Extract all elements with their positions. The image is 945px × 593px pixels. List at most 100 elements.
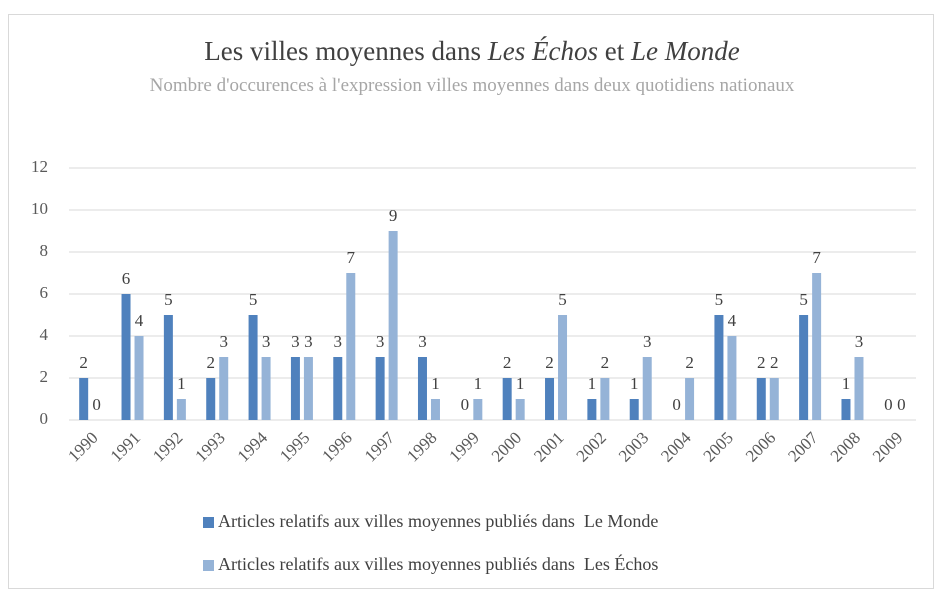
bar xyxy=(417,357,427,420)
legend-label: Articles relatifs aux villes moyennes pu… xyxy=(218,511,658,531)
data-label: 3 xyxy=(643,332,652,351)
data-label: 0 xyxy=(884,395,893,414)
bar xyxy=(799,315,809,420)
data-label: 0 xyxy=(897,395,906,414)
y-tick-label: 6 xyxy=(40,283,49,302)
legend-swatch xyxy=(203,517,214,528)
bar xyxy=(134,336,144,420)
x-tick-label: 2004 xyxy=(657,428,695,466)
data-label: 4 xyxy=(135,311,144,330)
bar xyxy=(854,357,864,420)
bar xyxy=(163,315,173,420)
x-tick-label: 1999 xyxy=(445,428,482,465)
title-part: Le Monde xyxy=(630,36,740,66)
bar xyxy=(515,399,525,420)
data-label: 2 xyxy=(770,353,779,372)
x-tick-label: 2006 xyxy=(742,428,779,465)
data-label: 5 xyxy=(558,290,567,309)
data-label: 0 xyxy=(92,395,101,414)
data-label: 1 xyxy=(177,374,186,393)
data-label: 3 xyxy=(219,332,228,351)
data-label: 1 xyxy=(588,374,597,393)
data-label: 3 xyxy=(855,332,864,351)
bar xyxy=(473,399,483,420)
data-label: 2 xyxy=(757,353,766,372)
x-tick-label: 1991 xyxy=(107,428,144,465)
y-tick-label: 4 xyxy=(40,325,49,344)
data-label: 3 xyxy=(418,332,427,351)
x-tick-label: 1996 xyxy=(318,428,355,465)
data-label: 1 xyxy=(516,374,525,393)
bar xyxy=(346,273,356,420)
data-label: 1 xyxy=(842,374,851,393)
data-label: 1 xyxy=(630,374,639,393)
data-label: 0 xyxy=(672,395,681,414)
bar xyxy=(333,357,343,420)
bar xyxy=(290,357,300,420)
y-tick-label: 12 xyxy=(31,157,48,176)
data-label: 5 xyxy=(164,290,173,309)
bar xyxy=(206,378,216,420)
data-label: 4 xyxy=(728,311,737,330)
data-label: 2 xyxy=(685,353,694,372)
data-label: 7 xyxy=(812,248,821,267)
x-tick-label: 1997 xyxy=(361,428,399,466)
bar xyxy=(248,315,258,420)
data-label: 3 xyxy=(376,332,385,351)
bar xyxy=(642,357,652,420)
data-label: 7 xyxy=(347,248,356,267)
title-part: Les villes moyennes dans xyxy=(204,36,488,66)
bar xyxy=(587,399,597,420)
y-tick-label: 10 xyxy=(31,199,48,218)
legend-swatch xyxy=(203,560,214,571)
bar xyxy=(558,315,568,420)
data-label: 3 xyxy=(304,332,313,351)
title-part: Les Échos xyxy=(487,36,598,66)
x-tick-label: 2005 xyxy=(700,428,737,465)
x-tick-label: 1993 xyxy=(191,428,228,465)
data-label: 6 xyxy=(122,269,131,288)
data-label: 5 xyxy=(249,290,258,309)
x-tick-label: 2007 xyxy=(784,428,822,466)
bar xyxy=(176,399,186,420)
bar xyxy=(121,294,131,420)
bar xyxy=(79,378,89,420)
bar xyxy=(714,315,724,420)
y-tick-label: 8 xyxy=(40,241,49,260)
x-tick-label: 1990 xyxy=(64,428,101,465)
chart-frame xyxy=(8,14,934,589)
x-tick-label: 2000 xyxy=(488,428,525,465)
data-label: 2 xyxy=(503,353,512,372)
legend-label: Articles relatifs aux villes moyennes pu… xyxy=(218,553,658,574)
data-label: 3 xyxy=(262,332,271,351)
data-label: 2 xyxy=(601,353,610,372)
data-label: 5 xyxy=(799,290,808,309)
data-label: 0 xyxy=(461,395,470,414)
y-tick-label: 0 xyxy=(40,409,49,428)
bar xyxy=(502,378,512,420)
data-label: 3 xyxy=(334,332,343,351)
x-tick-label: 1998 xyxy=(403,428,440,465)
bar xyxy=(375,357,385,420)
bar xyxy=(261,357,271,420)
bar xyxy=(685,378,695,420)
chart-title: Les villes moyennes dans Les Échos et Le… xyxy=(112,34,832,68)
bar xyxy=(545,378,555,420)
data-label: 2 xyxy=(79,353,88,372)
chart-subtitle: Nombre d'occurences à l'expression ville… xyxy=(149,75,795,96)
bar xyxy=(219,357,229,420)
bar xyxy=(756,378,766,420)
x-tick-label: 2008 xyxy=(827,428,864,465)
header: Les villes moyennes dans Les Échos et Le… xyxy=(112,34,832,99)
title-part: et xyxy=(597,36,631,66)
x-tick-label: 1992 xyxy=(149,428,186,465)
x-tick-label: 1994 xyxy=(234,428,272,466)
bar xyxy=(841,399,851,420)
data-label: 2 xyxy=(206,353,215,372)
data-label: 5 xyxy=(715,290,724,309)
bar xyxy=(430,399,440,420)
x-tick-label: 1995 xyxy=(276,428,313,465)
data-label: 2 xyxy=(545,353,554,372)
